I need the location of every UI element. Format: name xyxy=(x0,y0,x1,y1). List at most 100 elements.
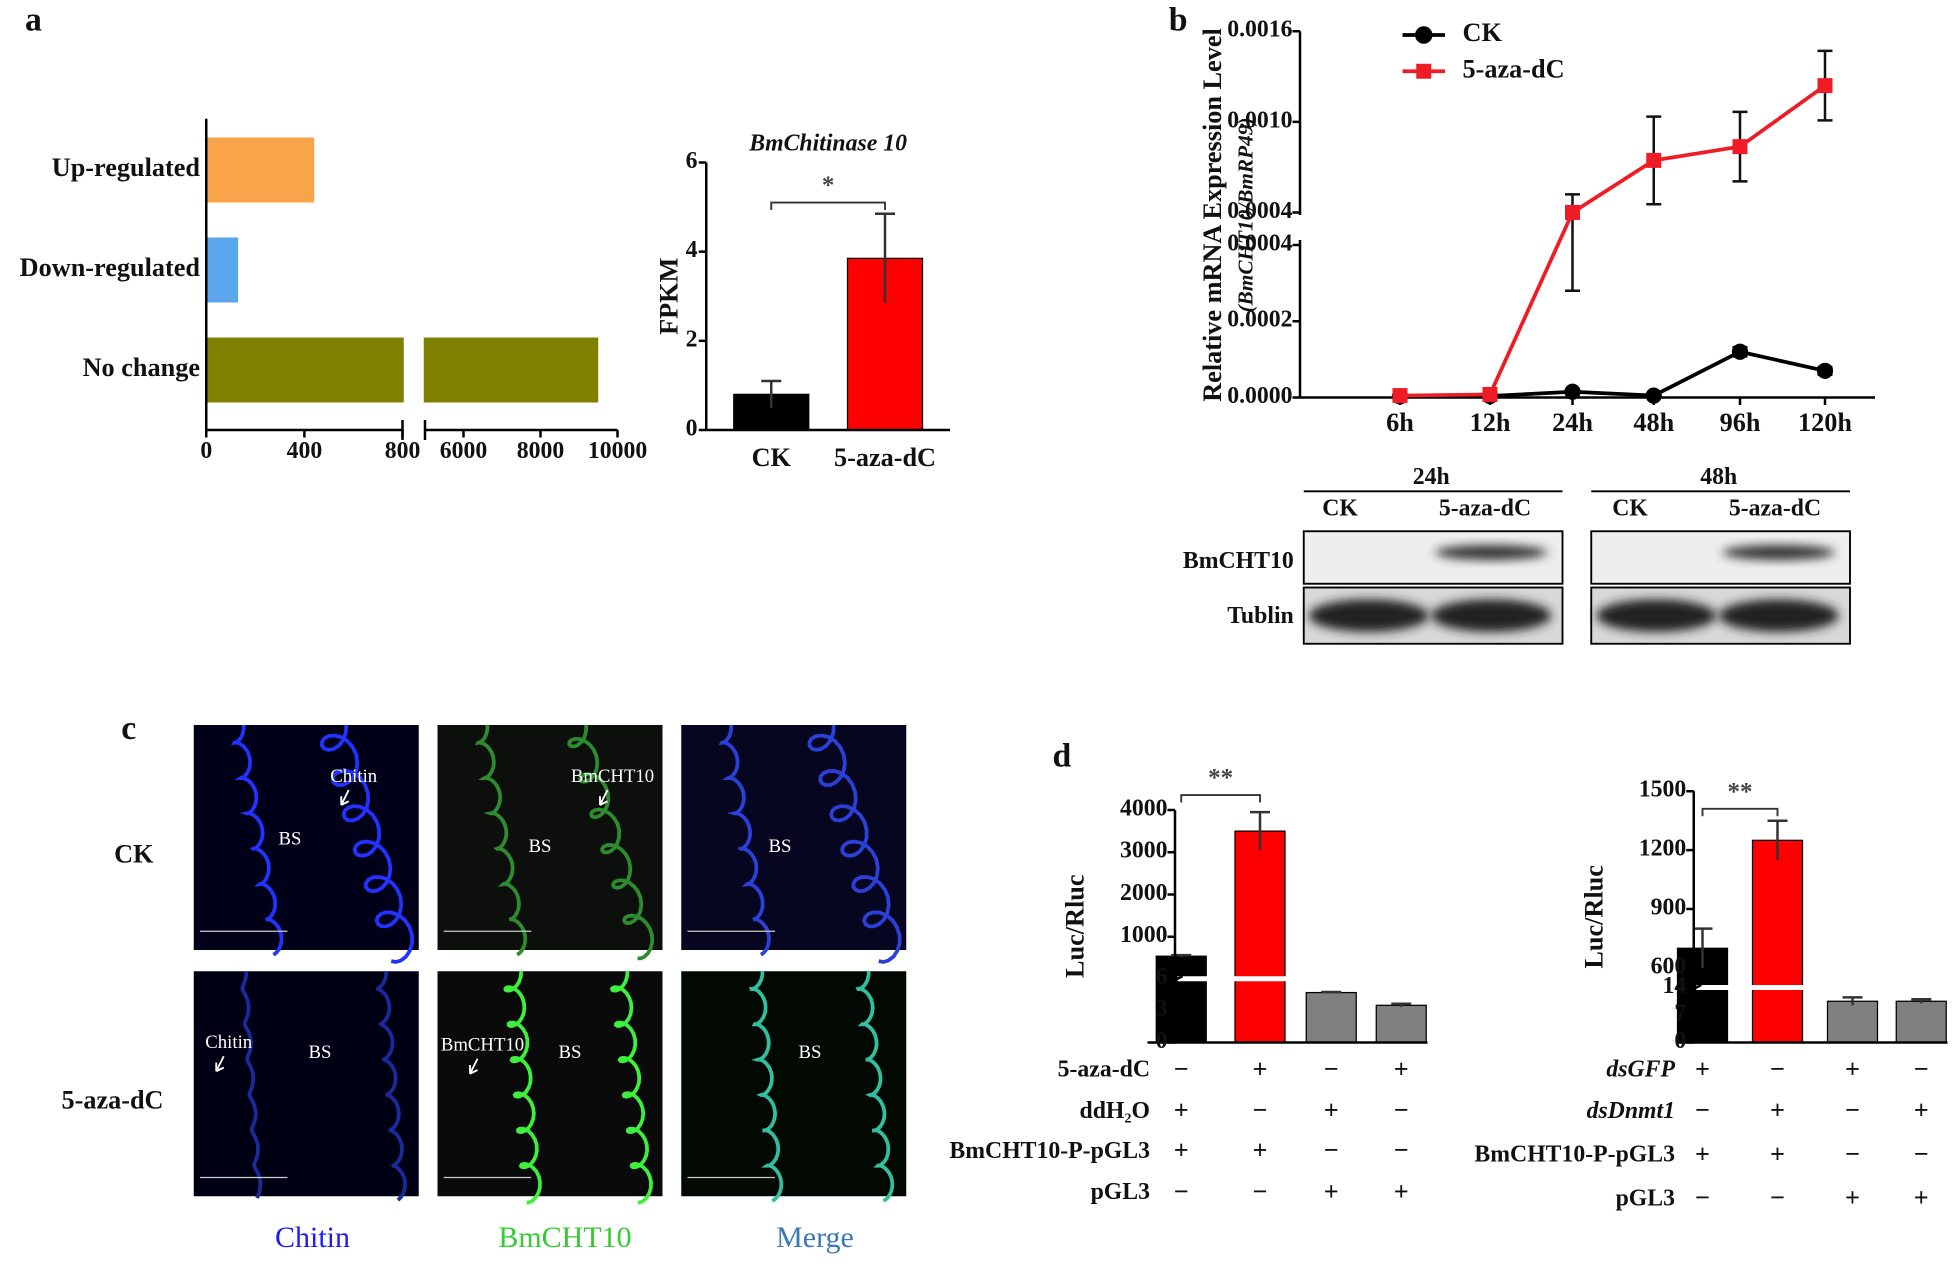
y-tick-label: 1000 xyxy=(1120,922,1168,948)
treatment-mark: + xyxy=(1394,1054,1409,1083)
marker xyxy=(1731,343,1749,360)
micro-structure xyxy=(474,724,528,957)
error-bar xyxy=(761,379,782,408)
micro-image xyxy=(193,725,419,950)
treatment-label: dsDnmt1 xyxy=(1587,1098,1675,1124)
micro-image xyxy=(681,971,907,1197)
y-tick-label: 0.0010 xyxy=(1227,107,1292,133)
y-axis-label: Luc/Rluc xyxy=(1579,865,1608,969)
treatment-mark: + xyxy=(1174,1096,1189,1125)
y-tick-label: 1200 xyxy=(1639,836,1687,862)
chart-title: BmChitinase 10 xyxy=(748,130,907,156)
y-tick-label: 600 xyxy=(1651,953,1687,979)
treatment-mark: + xyxy=(1695,1139,1710,1168)
treatment-mark: − xyxy=(1845,1139,1860,1168)
micro-structure xyxy=(748,971,784,1203)
micro-annotation: BS xyxy=(799,1042,822,1063)
legend-marker xyxy=(1415,26,1433,44)
x-tick-label: 10000 xyxy=(588,438,647,464)
y-tick-label: 3000 xyxy=(1120,838,1168,864)
blot-time: 48h xyxy=(1700,464,1737,490)
arrow xyxy=(469,1058,479,1075)
treatment-mark: − xyxy=(1770,1054,1785,1083)
treatment-mark: + xyxy=(1695,1054,1710,1083)
y-tick-label: 4000 xyxy=(1120,795,1168,821)
blot-lane: 5-aza-dC xyxy=(1439,495,1531,521)
y-tick-label: 900 xyxy=(1651,894,1687,920)
y-tick-label: 7 xyxy=(1674,1000,1686,1026)
treatment-mark: + xyxy=(1324,1177,1339,1206)
panel-label: a xyxy=(25,1,42,38)
x-tick-label: 400 xyxy=(287,438,323,464)
blot-lane: CK xyxy=(1322,495,1358,521)
y-tick-label: No change xyxy=(83,353,200,382)
y-tick-label: 2 xyxy=(686,326,698,352)
x-tick-label: 48h xyxy=(1633,408,1674,437)
micro-structure xyxy=(319,724,415,964)
x-tick-label: 24h xyxy=(1552,408,1593,437)
blot-time: 24h xyxy=(1413,464,1450,490)
micro-structure xyxy=(375,971,407,1202)
legend-marker xyxy=(1416,63,1432,79)
treatment-mark: + xyxy=(1770,1096,1785,1125)
bar xyxy=(1895,1000,1947,1044)
treatment-mark: − xyxy=(1324,1054,1339,1083)
x-tick-label: 120h xyxy=(1798,408,1852,437)
y-tick-label: 0 xyxy=(1156,1028,1168,1054)
y-tick-label: 2000 xyxy=(1120,880,1168,906)
significance-label: * xyxy=(822,172,835,199)
y-tick-label: 0.0002 xyxy=(1227,307,1292,333)
micro-annotation: BmCHT10 xyxy=(571,766,654,787)
y-tick-label: Down-regulated xyxy=(20,253,201,282)
legend-label: 5-aza-dC xyxy=(1463,54,1565,83)
y-tick-label: 0.0004 xyxy=(1227,230,1292,256)
micro-annotation: BS xyxy=(309,1042,332,1063)
micro-annotation: Chitin xyxy=(330,766,378,787)
y-tick-label: 4 xyxy=(686,237,698,263)
treatment-label: BmCHT10-P-pGL3 xyxy=(1474,1142,1675,1168)
treatment-label: ddH₂O xyxy=(1080,1098,1151,1124)
blot-lane: CK xyxy=(1612,495,1648,521)
micro-annotation: BS xyxy=(529,836,552,857)
marker xyxy=(1732,139,1748,155)
panel-label: d xyxy=(1053,738,1072,775)
axis-break xyxy=(1696,985,1950,990)
micro-structure xyxy=(240,971,263,1199)
x-tick-label: 12h xyxy=(1470,408,1511,437)
treatment-mark: − xyxy=(1695,1183,1710,1212)
significance-label: ** xyxy=(1208,765,1233,792)
blot-band xyxy=(1596,599,1717,632)
marker xyxy=(1565,205,1580,220)
marker xyxy=(1817,78,1833,94)
blot-band xyxy=(1308,599,1429,632)
column-label: BmCHT10 xyxy=(498,1221,631,1254)
micro-image xyxy=(437,971,663,1197)
y-axis-label: Relative mRNA Expression Level xyxy=(1198,28,1227,402)
treatment-mark: + xyxy=(1324,1096,1339,1125)
legend-label: CK xyxy=(1463,18,1503,47)
bar xyxy=(1751,839,1804,1044)
y-axis-label: Luc/Rluc xyxy=(1061,874,1090,978)
series-line xyxy=(1399,84,1827,398)
treatment-label: pGL3 xyxy=(1616,1185,1676,1211)
column-label: Chitin xyxy=(275,1221,350,1254)
blot-protein: Tublin xyxy=(1227,603,1293,629)
y-tick-label: 14 xyxy=(1663,973,1687,999)
y-tick-label: 0.0016 xyxy=(1227,17,1292,43)
blot-band xyxy=(1722,545,1835,560)
error-bar xyxy=(1842,996,1863,1006)
treatment-mark: − xyxy=(1394,1136,1409,1165)
axis-break xyxy=(403,118,424,445)
error-bar xyxy=(1767,819,1788,860)
arrow xyxy=(215,1055,225,1073)
row-label: 5-aza-dC xyxy=(61,1086,163,1115)
column-label: Merge xyxy=(776,1221,854,1254)
y-tick-label: 0.0000 xyxy=(1227,383,1292,409)
micro-annotation: BS xyxy=(279,828,302,849)
row-label: CK xyxy=(114,839,154,868)
marker xyxy=(1482,386,1498,402)
treatment-mark: − xyxy=(1914,1054,1929,1083)
micro-structure xyxy=(609,971,653,1205)
bar xyxy=(1375,1004,1427,1044)
